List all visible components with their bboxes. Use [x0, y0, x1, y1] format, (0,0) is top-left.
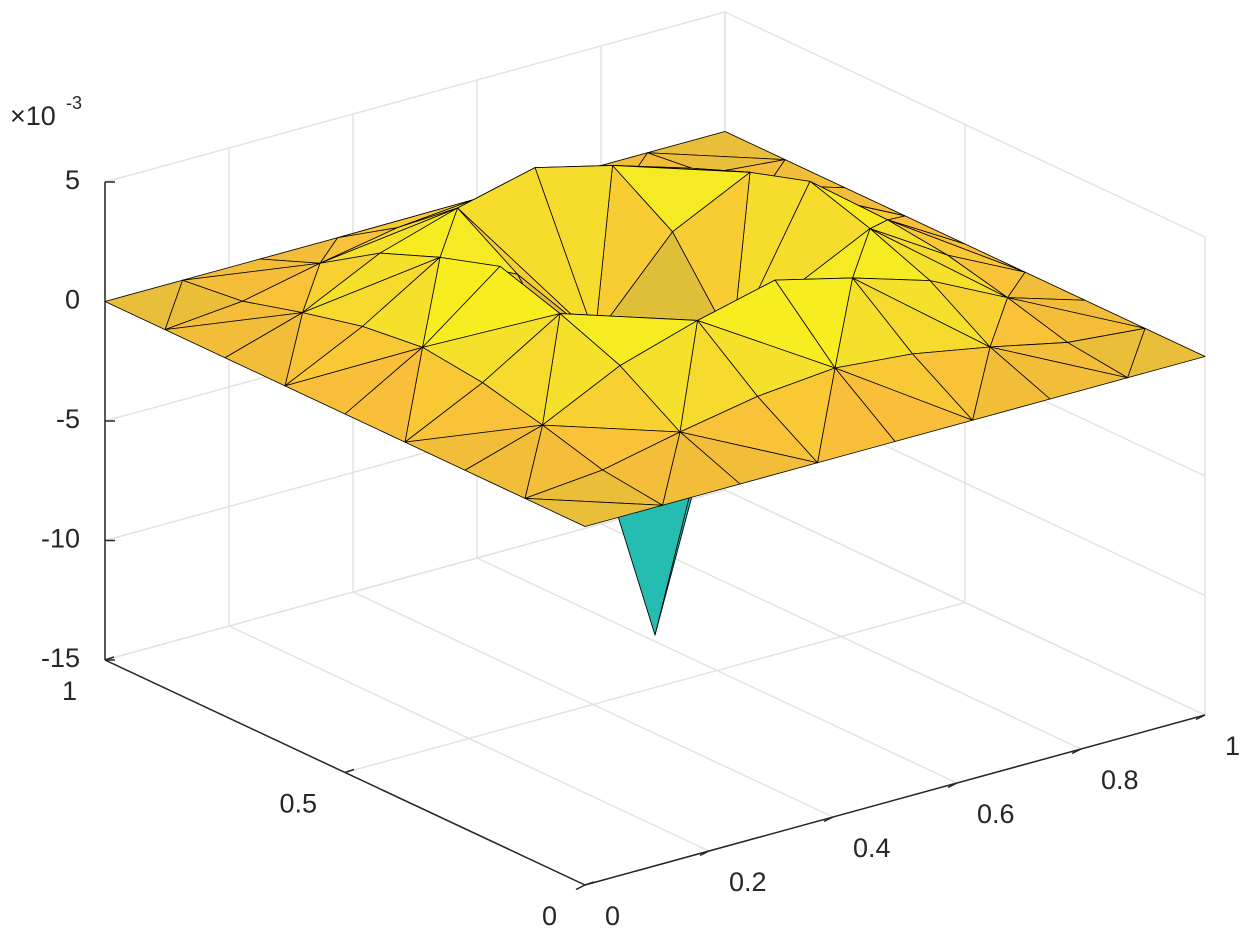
x-tick	[699, 850, 710, 857]
grid-line	[724, 489, 1206, 716]
x-tick-label: 0.8	[1101, 765, 1139, 795]
surface-facet	[224, 312, 303, 387]
y-tick-label: 1	[62, 676, 77, 706]
surface-facet	[344, 346, 423, 443]
z-tick-label: -5	[56, 404, 80, 434]
surface-facet	[464, 424, 543, 499]
z-multiplier: ×10	[10, 101, 56, 131]
x-tick-label: 0.4	[853, 833, 891, 863]
y-tick	[584, 881, 595, 886]
z-multiplier-exponent: -3	[66, 93, 82, 113]
x-tick	[823, 816, 834, 823]
y-tick	[344, 768, 355, 774]
z-tick-label: 5	[65, 165, 80, 195]
x-tick	[947, 782, 958, 789]
surface-facet	[104, 279, 183, 331]
x-tick	[1195, 714, 1206, 721]
surface-facet	[524, 497, 663, 527]
z-tick-label: -15	[41, 643, 80, 673]
grid-line	[724, 11, 1206, 238]
y-tick-label: 0.5	[279, 789, 317, 819]
x-axis	[584, 714, 1206, 886]
x-tick-label: 0.6	[977, 799, 1015, 829]
z-tick-label: -10	[41, 524, 80, 554]
x-tick	[575, 884, 586, 891]
grid-line	[104, 11, 726, 183]
x-tick-label: 0	[605, 901, 620, 931]
y-tick-label: 0	[542, 901, 557, 931]
x-tick-label: 0.2	[729, 867, 767, 897]
x-tick-label: 1	[1225, 731, 1240, 761]
x-tick	[1071, 748, 1082, 755]
grid-line	[344, 601, 966, 774]
z-tick-label: 0	[65, 285, 80, 315]
